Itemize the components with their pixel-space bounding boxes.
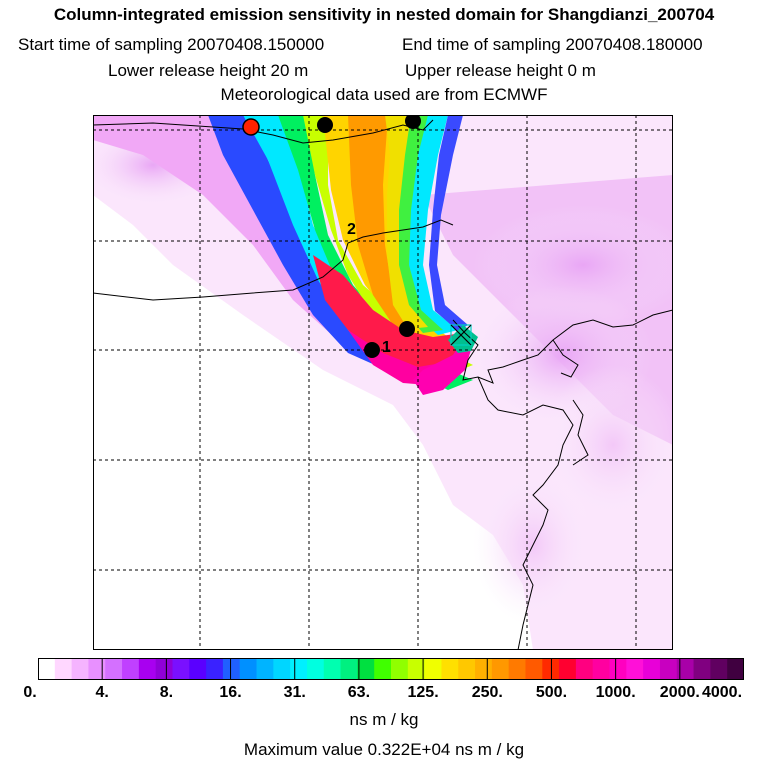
colorbar-cell [306, 658, 325, 680]
trajectory-point-1 [317, 117, 333, 133]
colorbar-cell [676, 658, 695, 680]
colorbar-cell [290, 658, 308, 680]
receptor-cross-icon [450, 324, 472, 346]
colorbar-cell [155, 658, 174, 680]
colorbar-cell [71, 658, 90, 680]
colorbar-cell [458, 658, 476, 680]
trajectory-point-2 [405, 115, 421, 129]
colorbar-tick-label: 2000. [659, 684, 700, 701]
colorbar-cell [323, 658, 342, 680]
colorbar-cell [391, 658, 409, 680]
east-blue-edge [429, 115, 468, 331]
east-yellow-band [385, 115, 428, 329]
colorbar-cell [374, 658, 392, 680]
origin-marker [242, 118, 260, 136]
colorbar-cell [659, 658, 678, 680]
colorbar-cell [441, 658, 459, 680]
colorbar-tick-label: 1000. [595, 684, 636, 701]
trajectory-point-4 [364, 342, 380, 358]
colorbar-cell [239, 658, 258, 680]
red-band [313, 255, 471, 370]
max-value-label: Maximum value 0.322E+04 ns m / kg [243, 740, 525, 759]
colorbar-tick-label: 4000. [701, 684, 743, 701]
met-data-label: Meteorological data used are from ECMWF [220, 85, 548, 104]
colorbar-cell [273, 658, 291, 680]
colorbar-cell [626, 658, 644, 680]
colorbar-cell [609, 658, 627, 680]
colorbar-tick-label: 63. [347, 684, 371, 701]
colorbar-tick-label: 0. [23, 684, 37, 701]
colorbar-cell [424, 658, 443, 680]
colorbar-cell [727, 658, 744, 680]
colorbar-cell [340, 658, 358, 680]
colorbar-tick-label: 250. [471, 684, 503, 701]
end-time-label: End time of sampling 20070408.180000 [402, 35, 703, 54]
colorbar-cell [559, 658, 577, 680]
cyan-band [243, 115, 448, 387]
colorbar-cell [407, 658, 426, 680]
blue-band [208, 115, 423, 377]
colorbar-cell [105, 658, 123, 680]
colorbar-cell [575, 658, 594, 680]
colorbar-cell [222, 658, 241, 680]
colorbar-cell [138, 658, 157, 680]
emission-sensitivity-map: 2 1 [93, 115, 673, 650]
marker-label-1: 1 [382, 339, 391, 356]
colorbar [38, 658, 744, 680]
upper-release-label: Upper release height 0 m [405, 61, 596, 80]
colorbar-tick-label: 500. [535, 684, 568, 701]
start-time-label: Start time of sampling 20070408.150000 [18, 35, 325, 54]
colorbar-cell [475, 658, 493, 680]
colorbar-units: ns m / kg [349, 710, 419, 729]
east-green-band [393, 115, 443, 333]
colorbar-cell [256, 658, 274, 680]
colorbar-cell [710, 658, 728, 680]
colorbar-tick-label: 31. [283, 684, 306, 701]
lower-release-label: Lower release height 20 m [108, 61, 309, 80]
colorbar-cell [357, 658, 375, 680]
colorbar-tick-label: 8. [159, 684, 174, 701]
colorbar-cell [172, 658, 190, 680]
colorbar-cell [525, 658, 543, 680]
colorbar-cell [693, 658, 711, 680]
colorbar-tick-label: 125. [407, 684, 439, 701]
colorbar-cell [54, 658, 73, 680]
colorbar-cell [508, 658, 527, 680]
colorbar-cell [122, 658, 140, 680]
orange-band [348, 115, 408, 330]
colorbar-tick-label: 4. [95, 684, 109, 701]
colorbar-tick-label: 16. [219, 684, 242, 701]
east-cyan-band [403, 115, 458, 335]
trajectory-point-3 [399, 321, 415, 337]
marker-label-2: 2 [347, 221, 356, 238]
colorbar-cell [88, 658, 106, 680]
colorbar-cell [491, 658, 510, 680]
colorbar-cell [38, 658, 56, 680]
plot-title: Column-integrated emission sensitivity i… [53, 5, 715, 24]
colorbar-cell [206, 658, 224, 680]
colorbar-cell [592, 658, 611, 680]
map-grid [93, 115, 673, 650]
colorbar-cell [189, 658, 207, 680]
colorbar-cell [643, 658, 661, 680]
